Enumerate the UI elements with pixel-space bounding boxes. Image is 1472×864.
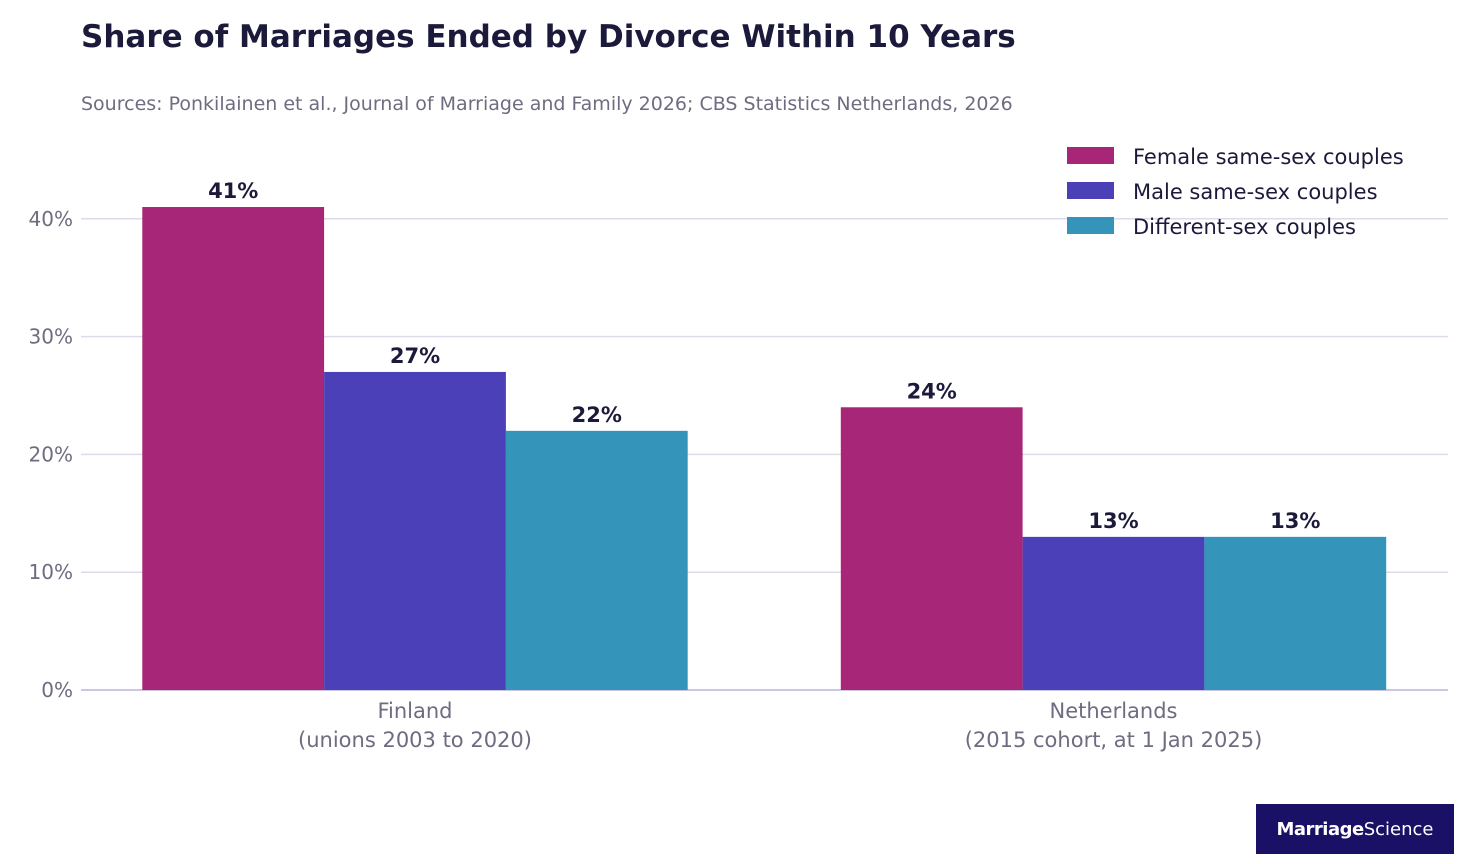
data-label: 24% xyxy=(907,379,957,403)
bar-0-0 xyxy=(142,207,325,690)
y-tick-label: 0% xyxy=(41,678,73,702)
x-tick-label: Finland xyxy=(377,699,452,723)
y-tick-label: 30% xyxy=(29,325,73,349)
legend-swatch xyxy=(1067,217,1114,234)
data-label: 41% xyxy=(208,179,258,203)
bar-1-2 xyxy=(1204,536,1387,690)
legend-label: Different-sex couples xyxy=(1133,215,1356,239)
logo-text-science: Science xyxy=(1363,818,1434,840)
y-tick-label: 40% xyxy=(29,207,73,231)
legend-label: Male same-sex couples xyxy=(1133,180,1378,204)
bar-0-2 xyxy=(505,430,688,690)
legend-swatch xyxy=(1067,182,1114,199)
data-label: 13% xyxy=(1270,509,1320,533)
data-label: 13% xyxy=(1088,509,1138,533)
bar-0-1 xyxy=(324,371,506,690)
x-tick-label: Netherlands xyxy=(1049,699,1177,723)
bars xyxy=(142,207,1387,690)
x-tick-label: (2015 cohort, at 1 Jan 2025) xyxy=(965,728,1263,752)
y-tick-label: 10% xyxy=(29,560,73,584)
data-labels: 41% 27% 22% 24% 13% 13% xyxy=(208,179,1320,533)
y-tick-label: 20% xyxy=(29,442,73,466)
chart-subtitle: Sources: Ponkilainen et al., Journal of … xyxy=(81,93,1013,115)
logo-text-marriage: Marriage xyxy=(1276,818,1364,840)
brand-logo: Marriage Science xyxy=(1256,804,1454,854)
data-label: 27% xyxy=(390,344,440,368)
y-axis-ticks: 0% 10% 20% 30% 40% xyxy=(29,207,73,702)
legend: Female same-sex couples Male same-sex cou… xyxy=(1067,145,1404,239)
bar-1-1 xyxy=(1022,536,1205,690)
legend-swatch xyxy=(1067,147,1114,164)
x-tick-label: (unions 2003 to 2020) xyxy=(298,728,532,752)
bar-1-0 xyxy=(840,407,1023,690)
x-axis-ticks: Finland (unions 2003 to 2020) Netherlands (… xyxy=(298,699,1262,752)
data-label: 22% xyxy=(572,403,622,427)
chart-title: Share of Marriages Ended by Divorce With… xyxy=(81,19,1016,55)
legend-label: Female same-sex couples xyxy=(1133,145,1404,169)
